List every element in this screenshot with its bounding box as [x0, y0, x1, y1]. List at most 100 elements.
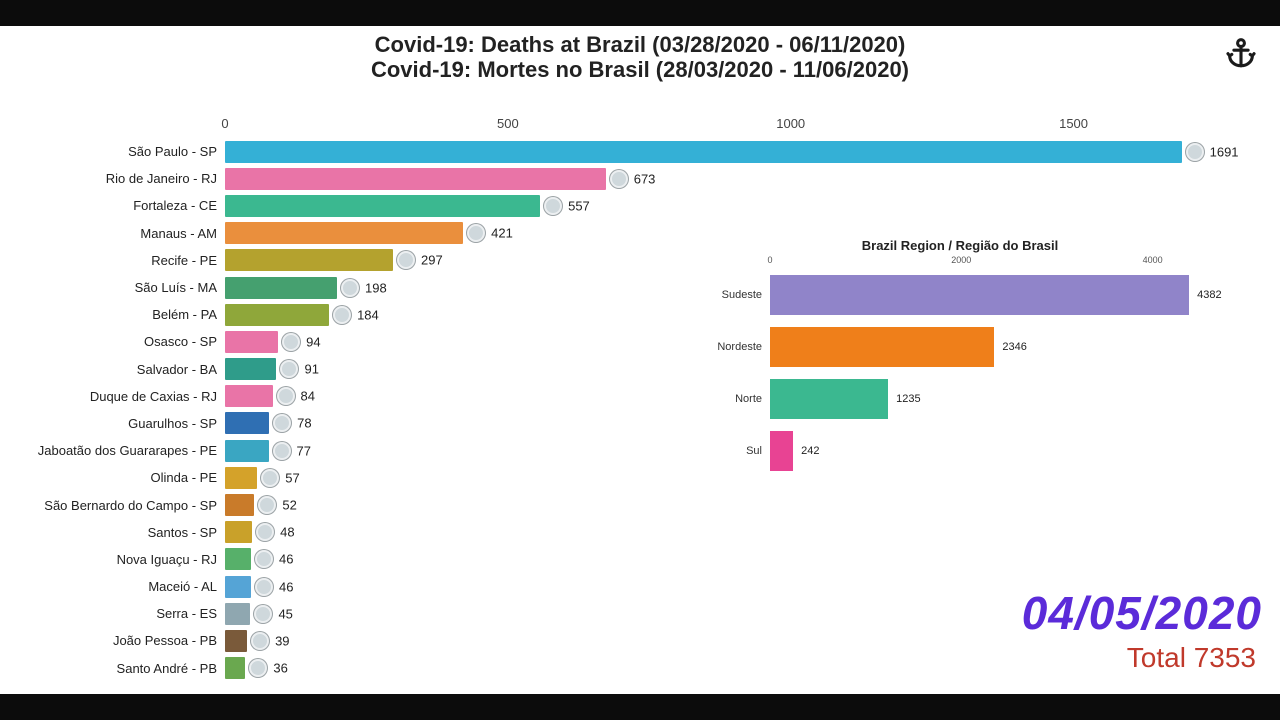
- bar-row: Santo André - PB36: [225, 655, 1215, 682]
- bar: 45: [225, 603, 250, 625]
- bar-label: Osasco - SP: [144, 334, 225, 349]
- bar-value: 36: [273, 661, 287, 676]
- city-flag-icon: [260, 468, 280, 488]
- region-bar-value: 242: [801, 445, 819, 457]
- region-x-axis: 020004000: [770, 255, 1210, 269]
- bar: 94: [225, 331, 278, 353]
- bar-row: Nova Iguaçu - RJ46: [225, 546, 1215, 573]
- bar-value: 198: [365, 280, 387, 295]
- bar-row: Rio de Janeiro - RJ673: [225, 165, 1215, 192]
- chart-stage: Covid-19: Deaths at Brazil (03/28/2020 -…: [0, 26, 1280, 694]
- bar-label: Guarulhos - SP: [128, 416, 225, 431]
- region-bar-row: Nordeste2346: [700, 321, 1220, 373]
- bar-value: 52: [282, 498, 296, 513]
- city-flag-icon: [340, 278, 360, 298]
- bar: 77: [225, 440, 269, 462]
- city-flag-icon: [253, 604, 273, 624]
- bar: 1691: [225, 141, 1182, 163]
- city-flag-icon: [257, 495, 277, 515]
- city-flag-icon: [396, 250, 416, 270]
- bar-label: Olinda - PE: [151, 470, 225, 485]
- bar-label: Santo André - PB: [117, 661, 225, 676]
- bar-label: Jaboatão dos Guararapes - PE: [38, 443, 225, 458]
- bar: 84: [225, 385, 273, 407]
- letterbox-top: [0, 0, 1280, 26]
- bar: 36: [225, 657, 245, 679]
- city-flag-icon: [255, 522, 275, 542]
- region-bar: 4382: [770, 275, 1189, 315]
- bar-label: São Paulo - SP: [128, 144, 225, 159]
- title-line-2: Covid-19: Mortes no Brasil (28/03/2020 -…: [0, 57, 1280, 82]
- bar-label: Belém - PA: [152, 307, 225, 322]
- region-bar-value: 1235: [896, 393, 920, 405]
- city-flag-icon: [272, 413, 292, 433]
- region-bar: 2346: [770, 327, 994, 367]
- main-axis-tick: 500: [497, 116, 519, 131]
- bar-value: 57: [285, 470, 299, 485]
- city-flag-icon: [272, 441, 292, 461]
- bar: 198: [225, 277, 337, 299]
- bar: 48: [225, 521, 252, 543]
- bar-value: 94: [306, 334, 320, 349]
- chart-title-block: Covid-19: Deaths at Brazil (03/28/2020 -…: [0, 32, 1280, 83]
- bar-value: 46: [279, 552, 293, 567]
- bar: 39: [225, 630, 247, 652]
- bar-label: Maceió - AL: [148, 579, 225, 594]
- total-count: Total 7353: [1127, 642, 1256, 674]
- bar-value: 78: [297, 416, 311, 431]
- bar-label: Santos - SP: [148, 525, 225, 540]
- bar-value: 421: [491, 226, 513, 241]
- bar: 421: [225, 222, 463, 244]
- bar-value: 45: [278, 606, 292, 621]
- total-value: 7353: [1194, 642, 1256, 673]
- bar-label: Fortaleza - CE: [133, 198, 225, 213]
- bar-value: 39: [275, 633, 289, 648]
- bar-label: Nova Iguaçu - RJ: [117, 552, 225, 567]
- bar: 184: [225, 304, 329, 326]
- region-bar-row: Norte 1235: [700, 373, 1220, 425]
- bar: 57: [225, 467, 257, 489]
- bar-label: Rio de Janeiro - RJ: [106, 171, 225, 186]
- bar-value: 1691: [1210, 144, 1239, 159]
- bar-row: São Paulo - SP1691: [225, 138, 1215, 165]
- city-flag-icon: [609, 169, 629, 189]
- city-flag-icon: [276, 386, 296, 406]
- bar-value: 557: [568, 198, 590, 213]
- bar-value: 77: [297, 443, 311, 458]
- region-bars: Sudeste4382Nordeste2346Norte1235Sul242: [700, 269, 1220, 477]
- city-flag-icon: [254, 577, 274, 597]
- bar: 297: [225, 249, 393, 271]
- region-bar-label: Sudeste: [700, 289, 770, 301]
- bar-label: São Luís - MA: [135, 280, 225, 295]
- bar: 46: [225, 576, 251, 598]
- main-axis-tick: 0: [221, 116, 228, 131]
- main-x-axis: 050010001500: [225, 116, 1215, 136]
- bar-value: 297: [421, 253, 443, 268]
- bar-value: 673: [634, 171, 656, 186]
- city-flag-icon: [250, 631, 270, 651]
- region-axis-tick: 2000: [951, 255, 971, 265]
- bar-row: São Bernardo do Campo - SP52: [225, 491, 1215, 518]
- region-bar-chart: Brazil Region / Região do Brasil 0200040…: [700, 238, 1220, 477]
- region-bar-value: 4382: [1197, 289, 1221, 301]
- city-flag-icon: [466, 223, 486, 243]
- region-bar-label: Nordeste: [700, 341, 770, 353]
- bar-row: Santos - SP48: [225, 519, 1215, 546]
- city-flag-icon: [281, 332, 301, 352]
- bar: 91: [225, 358, 276, 380]
- city-flag-icon: [1185, 142, 1205, 162]
- region-bar-label: Norte: [700, 393, 770, 405]
- city-flag-icon: [248, 658, 268, 678]
- region-bar-value: 2346: [1002, 341, 1026, 353]
- current-date: 04/05/2020: [1022, 586, 1262, 640]
- bar-label: João Pessoa - PB: [113, 633, 225, 648]
- bar-label: Duque de Caxias - RJ: [90, 389, 225, 404]
- city-flag-icon: [332, 305, 352, 325]
- bar-label: São Bernardo do Campo - SP: [44, 498, 225, 513]
- bar-label: Salvador - BA: [137, 362, 225, 377]
- region-axis-tick: 0: [767, 255, 772, 265]
- city-flag-icon: [279, 359, 299, 379]
- bar-value: 46: [279, 579, 293, 594]
- bar: 46: [225, 548, 251, 570]
- bar-label: Manaus - AM: [140, 226, 225, 241]
